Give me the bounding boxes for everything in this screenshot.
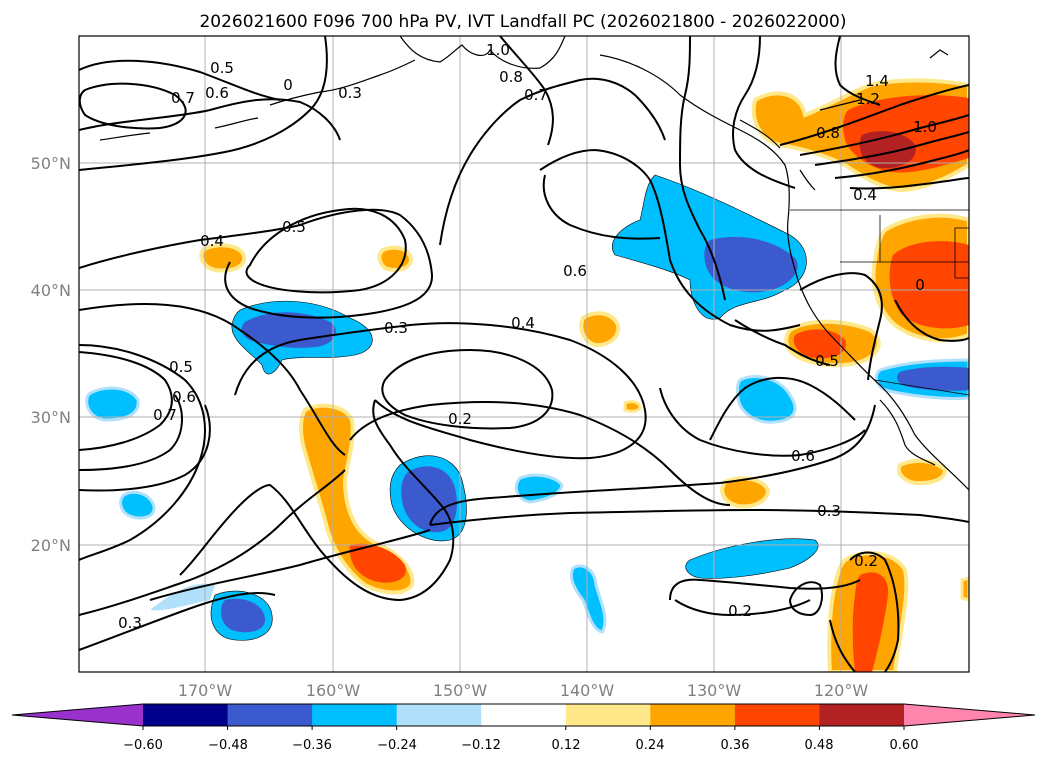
longitude-labels: 170°W 160°W 150°W 140°W 130°W 120°W [178,681,869,700]
political-borders [790,209,969,396]
positive-anomaly-core [793,329,846,359]
lat-label: 30°N [31,408,71,427]
positive-anomaly-region [377,245,414,272]
contour-label: 0.5 [210,59,234,77]
colorbar-tick-label: −0.60 [123,738,163,753]
contour-label: 0.5 [282,218,306,236]
positive-anomaly-region [896,458,948,486]
contour-label: 0.7 [171,89,195,107]
colorbar-tick-label: 0.24 [636,738,665,753]
contour-label: 1.4 [865,72,889,90]
contour-label: 1.2 [856,90,880,108]
negative-anomaly-core [220,598,265,633]
colorbar-segment [650,704,736,726]
colorbar-extend-high [904,704,1035,726]
contour-label: 0 [915,276,925,294]
colorbar-segment [227,704,313,726]
colorbar-tick-label: 0.36 [721,738,750,753]
contour-label: 0.2 [448,410,472,428]
negative-anomaly-region [735,375,797,424]
gridlines [79,36,969,672]
positive-anomaly-core [852,572,889,672]
colorbar-tick-label: −0.12 [461,738,501,753]
lon-label: 140°W [560,681,615,700]
negative-anomaly-region [685,538,819,579]
negative-anomaly-region [119,490,156,520]
figure-title: 2026021600 F096 700 hPa PV, IVT Landfall… [199,12,846,32]
contour-label: 0.6 [563,262,587,280]
positive-anomaly-core [889,241,969,329]
colorbar-tick-label: 0.12 [552,738,581,753]
colorbar-tick-label: 0.60 [890,738,919,753]
colorbar-tick-label: −0.24 [377,738,417,753]
colorbar-tick-label: −0.48 [208,738,248,753]
colorbar-labels: −0.60 −0.48 −0.36 −0.24 −0.12 0.12 0.24 … [123,738,918,753]
contour-label: 1.0 [486,41,510,59]
contour-label: 0.2 [854,552,878,570]
latitude-labels: 50°N 40°N 30°N 20°N [31,154,71,555]
colorbar-tick-label: −0.36 [292,738,332,753]
colorbar: −0.60 −0.48 −0.36 −0.24 −0.12 0.12 0.24 … [11,703,1036,753]
contour-label: 0.4 [853,186,877,204]
colorbar-segment [312,704,398,726]
contour-label: 0.8 [499,68,523,86]
contour-label: 0.7 [524,86,548,104]
lon-label: 170°W [178,681,233,700]
contour-labels: 1.0 0.8 0.7 0.5 0.6 0.7 0 0.3 1.4 1.2 1.… [118,41,937,632]
lat-label: 50°N [31,154,71,173]
contour-label: 0.4 [511,314,535,332]
contour-label: 0.4 [200,232,224,250]
positive-anomaly-core [349,543,406,583]
lat-label: 20°N [31,536,71,555]
negative-anomaly-edge [150,583,215,611]
contour-label: 0.3 [338,84,362,102]
contour-label: 0.2 [728,602,752,620]
map-panel: 1.0 0.8 0.7 0.5 0.6 0.7 0 0.3 1.4 1.2 1.… [79,36,969,672]
lon-label: 160°W [306,681,361,700]
colorbar-segment [143,704,229,726]
positive-anomaly-region [623,400,642,413]
colorbar-tick-label: 0.48 [805,738,834,753]
contour-label: 0.8 [816,124,840,142]
map-frame [78,35,970,673]
contour-label: 0.3 [118,614,142,632]
colorbar-extend-low [12,704,143,726]
positive-anomaly-region [298,403,415,595]
contour-label: 0.6 [205,84,229,102]
positive-anomaly-region [579,311,621,348]
lon-label: 120°W [814,681,869,700]
colorbar-segment [565,704,651,726]
lon-label: 130°W [687,681,742,700]
contour-label: 0.5 [169,358,193,376]
negative-anomaly-region [85,386,140,422]
negative-anomaly-region [569,564,607,634]
lon-label: 150°W [433,681,488,700]
negative-anomaly-core [401,466,457,533]
contour-label: 0.6 [172,388,196,406]
positive-anomaly-region [199,243,247,273]
contour-label: 1.0 [913,118,937,136]
colorbar-segment [481,704,567,726]
pv-contours [79,36,969,672]
colorbar-segment [396,704,482,726]
contour-label: 0 [283,76,293,94]
colorbar-segment [819,704,905,726]
positive-anomaly-region [960,576,969,602]
contour-label: 0.7 [153,406,177,424]
negative-anomaly-core [704,236,798,293]
contour-label: 0.5 [815,352,839,370]
contour-label: 0.6 [791,447,815,465]
colorbar-segment [734,704,820,726]
contour-label: 0.3 [817,502,841,520]
colorbar-ticks [142,726,905,730]
negative-anomaly-core [897,366,969,391]
contour-label: 0.3 [384,319,408,337]
lat-label: 40°N [31,281,71,300]
colorbar-segments [12,704,1035,726]
coastlines [99,36,969,491]
